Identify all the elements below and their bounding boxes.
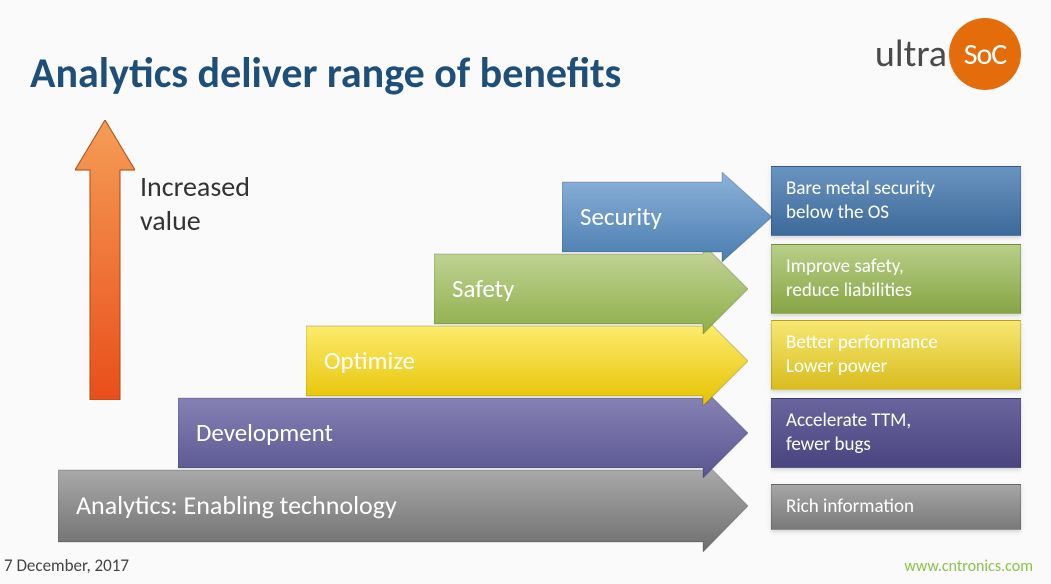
logo: ultra SoC [875, 18, 1021, 90]
benefit-box-1: Accelerate TTM, fewer bugs [771, 398, 1021, 468]
benefit-box-2: Better performance Lower power [771, 320, 1021, 390]
benefit-box-4: Bare metal security below the OS [771, 166, 1021, 236]
stair-label: Development [196, 417, 333, 448]
stair-label: Safety [452, 273, 515, 304]
page-title: Analytics deliver range of benefits [30, 48, 621, 99]
logo-text: ultra [875, 31, 947, 77]
stair-label: Security [580, 201, 662, 232]
benefit-box-0: Rich information [771, 484, 1021, 530]
stair-arrow-4: Security [562, 172, 772, 262]
stair-diagram: Analytics: Enabling technology Developmen… [58, 150, 778, 540]
benefit-box-3: Improve safety, reduce liabilities [771, 244, 1021, 314]
stair-label: Optimize [324, 345, 415, 376]
logo-circle: SoC [949, 18, 1021, 90]
footer-date: 7 December, 2017 [4, 555, 129, 576]
footer-url: www.cntronics.com [904, 557, 1033, 576]
stair-label: Analytics: Enabling technology [76, 489, 397, 521]
